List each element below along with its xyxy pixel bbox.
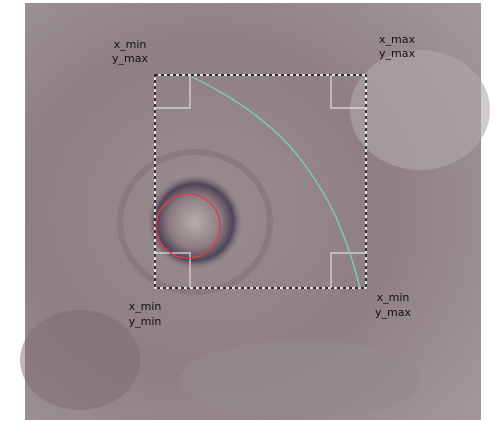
corner-label: y_max (375, 306, 411, 319)
corner-label: x_min (377, 291, 410, 304)
corner-labels: x_min y_max x_max y_max x_min y_min x_mi… (112, 33, 415, 328)
bounding-box-dash (154, 74, 367, 289)
corner-label: x_max (379, 33, 415, 46)
satellite-image (20, 3, 490, 420)
corner-label: x_min (114, 38, 147, 51)
corner-label: y_max (112, 52, 148, 65)
corner-markers (155, 75, 366, 288)
corner-label: y_max (379, 47, 415, 60)
crater-circle (155, 193, 221, 259)
corner-label: x_min (129, 300, 162, 313)
arc-curve (191, 76, 361, 289)
corner-label: y_min (129, 315, 162, 328)
